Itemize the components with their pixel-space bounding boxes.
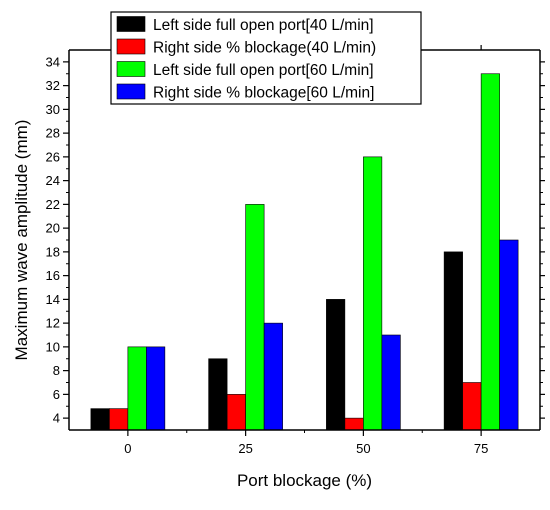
- y-tick-label: 28: [46, 126, 60, 141]
- legend-label: Left side full open port[40 L/min]: [153, 17, 374, 34]
- x-tick-label: 0: [124, 441, 131, 456]
- y-tick-label: 20: [46, 221, 60, 236]
- y-axis-label: Maximum wave amplitude (mm): [12, 120, 31, 361]
- y-tick-label: 14: [46, 292, 60, 307]
- bar: [127, 346, 147, 431]
- legend-label: Right side % blockage(40 L/min): [153, 40, 376, 57]
- bar: [326, 299, 346, 431]
- bar: [363, 156, 383, 431]
- y-tick-label: 30: [46, 102, 60, 117]
- y-tick-label: 18: [46, 244, 60, 259]
- legend-swatch: [116, 61, 146, 77]
- legend: Left side full open port[40 L/min] Right …: [110, 11, 422, 105]
- bar: [208, 358, 228, 431]
- x-tick-label: 50: [356, 441, 370, 456]
- y-tick-label: 10: [46, 339, 60, 354]
- bar: [90, 408, 110, 431]
- legend-swatch: [116, 83, 146, 100]
- y-tick-label: 34: [46, 54, 60, 69]
- y-tick-label: 6: [53, 387, 60, 402]
- y-tick-label: 16: [46, 268, 60, 283]
- bar: [109, 408, 129, 431]
- x-tick-label: 25: [238, 441, 252, 456]
- x-tick-label: 75: [474, 441, 488, 456]
- bar: [344, 417, 364, 431]
- legend-box: [110, 11, 422, 105]
- y-tick-label: 26: [46, 149, 60, 164]
- bar: [226, 394, 246, 431]
- legend-label: Left side full open port[60 L/min]: [153, 62, 374, 79]
- legend-swatch: [116, 38, 146, 55]
- y-tick-label: 8: [53, 363, 60, 378]
- legend-label: Right side % blockage[60 L/min]: [153, 85, 374, 102]
- y-tick-label: 22: [46, 197, 60, 212]
- y-tick-label: 12: [46, 316, 60, 331]
- y-tick-label: 24: [46, 173, 60, 188]
- y-tick-label: 32: [46, 78, 60, 93]
- bar: [245, 204, 265, 431]
- bar: [443, 251, 463, 431]
- bar: [263, 322, 283, 431]
- bar: [462, 382, 482, 431]
- bar: [499, 239, 519, 431]
- legend-swatch: [116, 16, 146, 32]
- y-tick-label: 4: [53, 411, 60, 426]
- bar: [146, 346, 166, 431]
- bar: [381, 334, 401, 431]
- x-axis-label: Port blockage (%): [237, 471, 372, 490]
- bar: [480, 73, 500, 431]
- bars-layer: [90, 73, 519, 431]
